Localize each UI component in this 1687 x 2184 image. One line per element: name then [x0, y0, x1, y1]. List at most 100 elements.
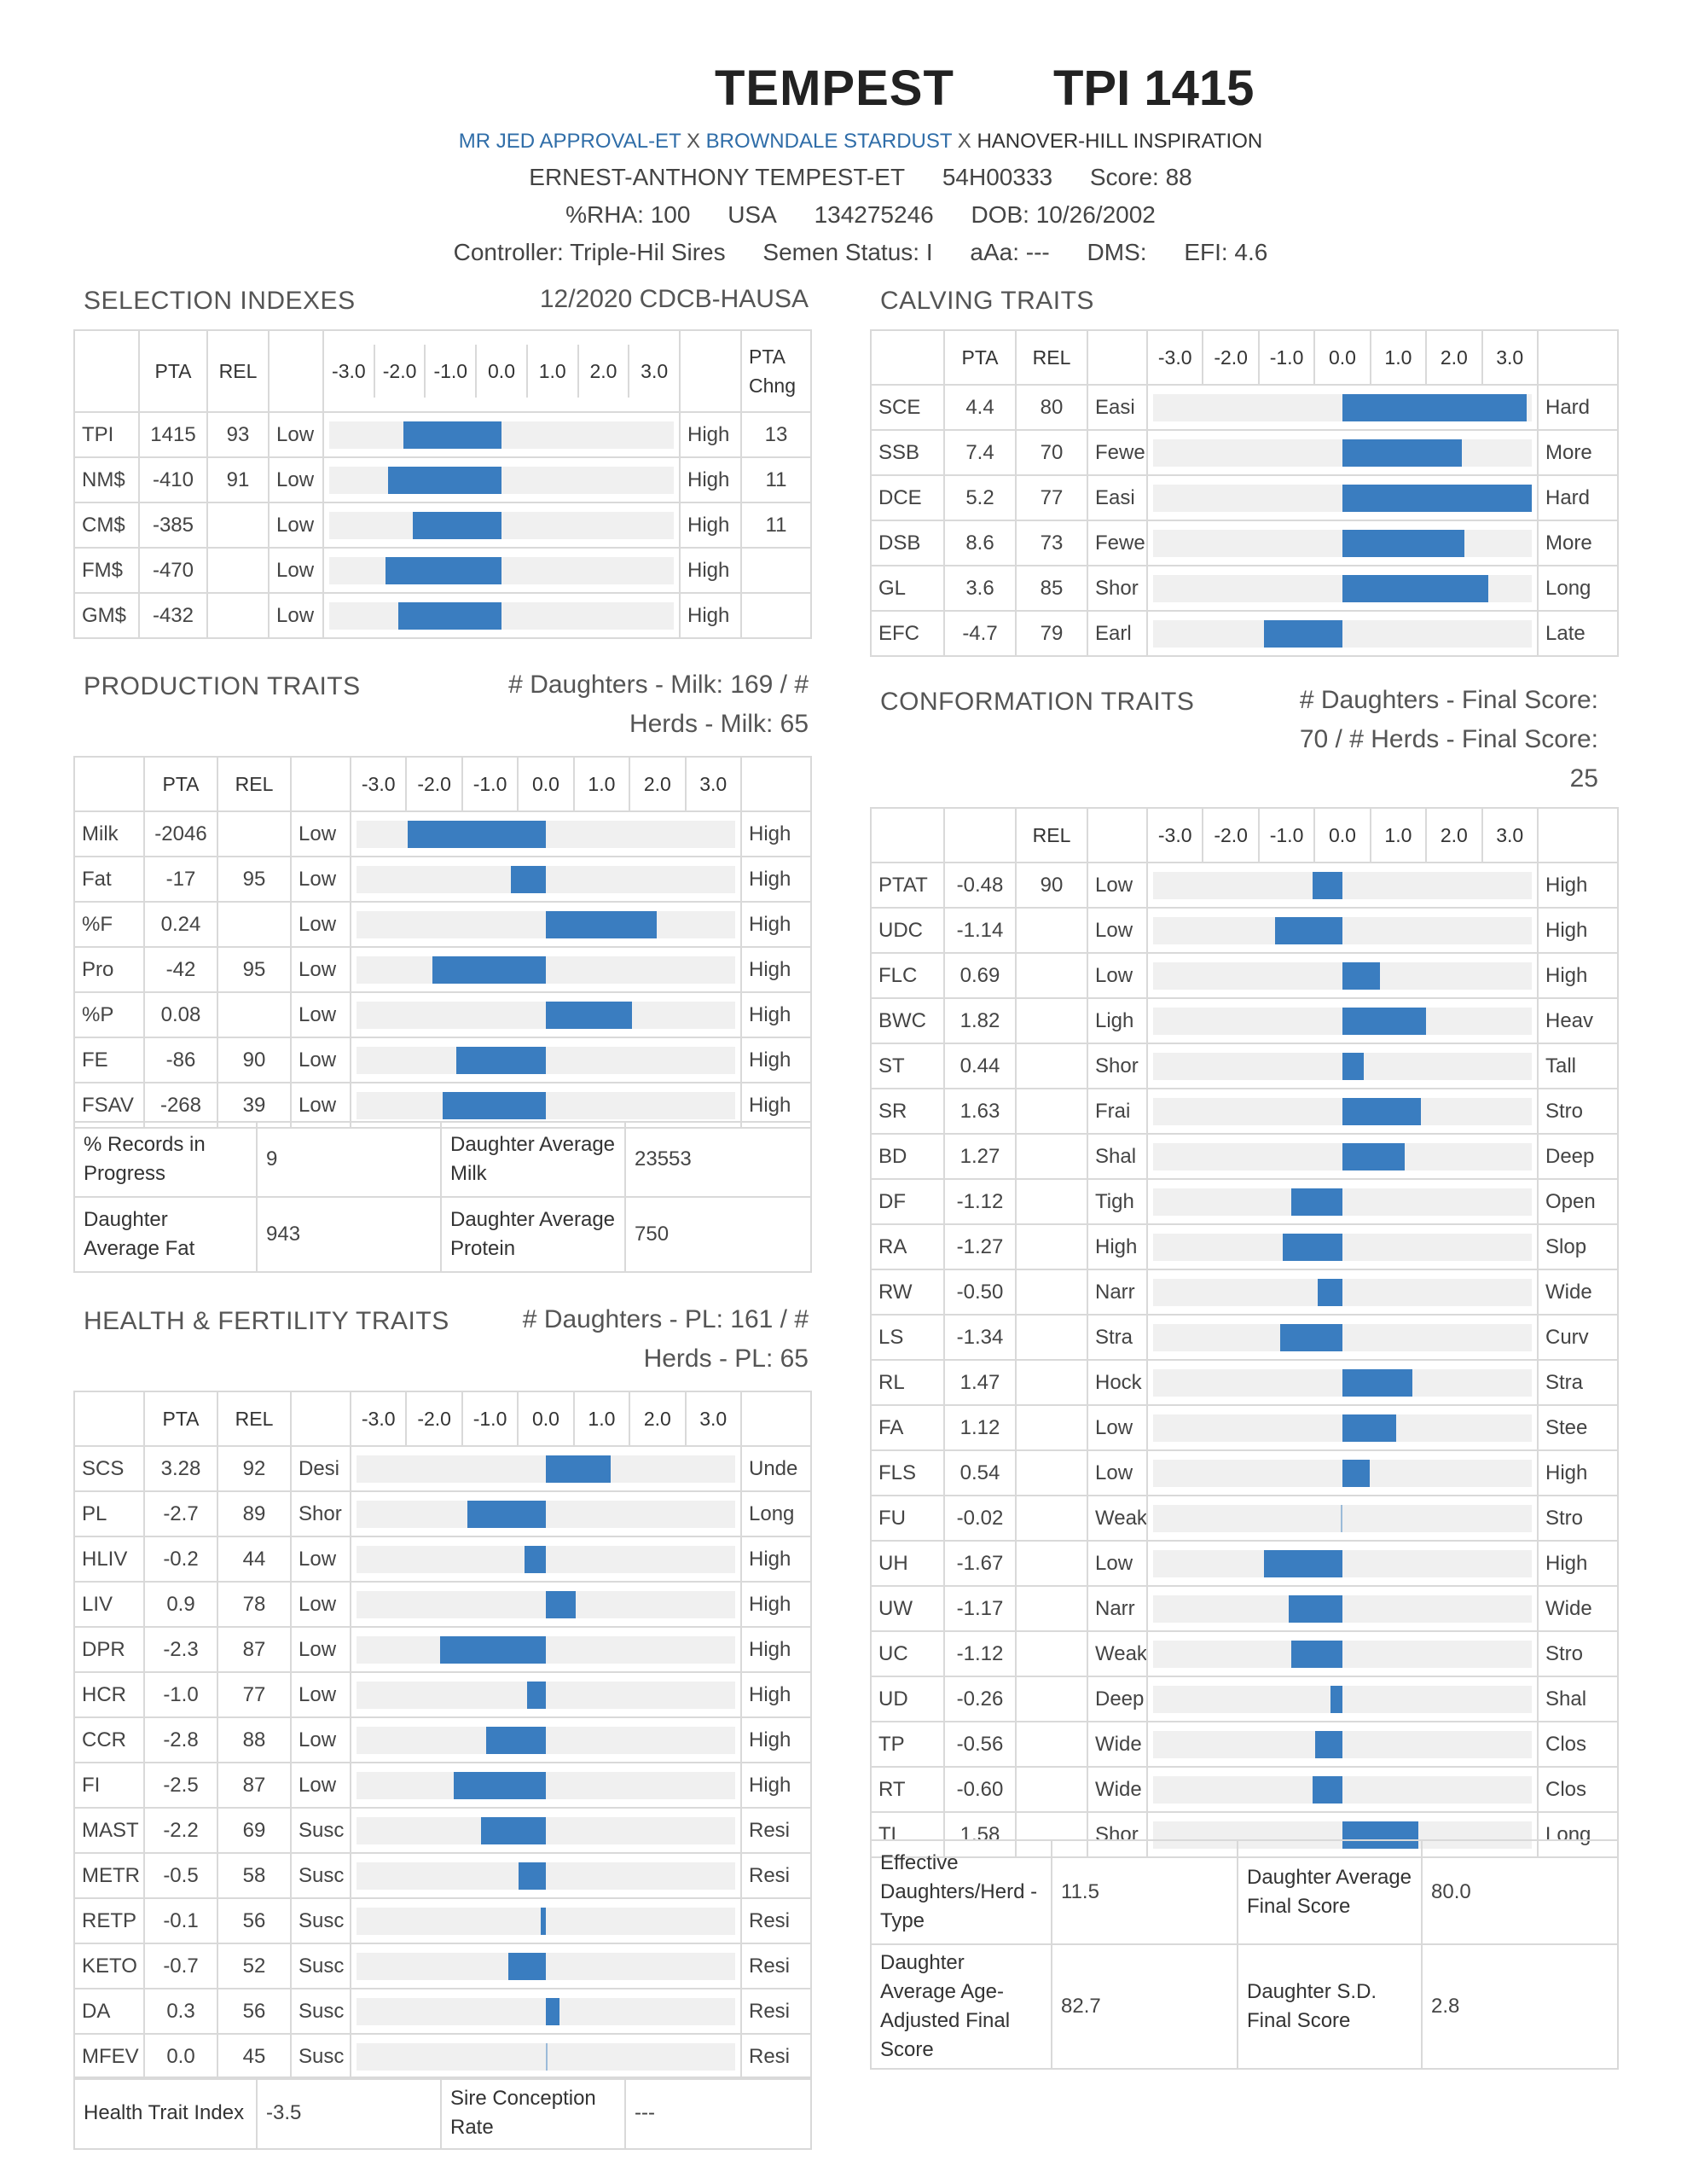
axis-tick: 2.0: [577, 345, 629, 398]
production-herds: Herds - Milk: 65: [629, 710, 809, 738]
bar-track: [329, 601, 674, 630]
trait-low-label: Low: [290, 1037, 351, 1083]
trait-bar-cell: [350, 1807, 742, 1854]
trait-bar-cell: [350, 1671, 742, 1718]
trait-bar-cell: [350, 810, 742, 857]
col-pta: PTA: [138, 329, 208, 413]
trait-pta-chng: [740, 592, 812, 639]
trait-rel: 73: [1015, 520, 1088, 566]
trait-pta: -2.7: [143, 1490, 218, 1537]
trait-row: SCE 4.4 80 Easi Hard: [870, 384, 1619, 431]
bar-track: [1153, 1414, 1532, 1442]
country: USA: [728, 201, 777, 228]
trait-row: GL 3.6 85 Shor Long: [870, 565, 1619, 612]
trait-rel: 85: [1015, 565, 1088, 612]
axis-tick: -2.0: [1202, 332, 1257, 383]
trait-pta: -0.50: [943, 1269, 1017, 1316]
bar-track: [357, 1816, 735, 1844]
trait-high-label: Resi: [740, 1943, 812, 1989]
bar-track: [1153, 1459, 1532, 1487]
trait-name: LS: [870, 1314, 945, 1361]
trait-row: HLIV -0.2 44 Low High: [73, 1536, 812, 1583]
trait-row: UW -1.17 Narr Wide: [870, 1585, 1619, 1632]
trait-pta: 0.9: [143, 1581, 218, 1628]
col-pta-chng: PTA Chng: [740, 329, 812, 413]
trait-low-label: Fewe: [1087, 520, 1148, 566]
bar-track: [357, 2042, 735, 2071]
selection-table: PTA REL -3.0 -2.0 -1.0 0.0 1.0 2.0 3.0 PTA Chn…: [73, 329, 812, 639]
report-header: TEMPEST TPI 1415: [0, 60, 1687, 128]
trait-row: RW -0.50 Narr Wide: [870, 1269, 1619, 1316]
trait-low-label: Desi: [290, 1445, 351, 1492]
bar-track: [1153, 1052, 1532, 1080]
trait-pta: -42: [143, 946, 218, 993]
trait-row: EFC -4.7 79 Earl Late: [870, 610, 1619, 657]
trait-high-label: Unde: [740, 1445, 812, 1492]
trait-pta: -0.02: [943, 1495, 1017, 1542]
trait-bar: [507, 1952, 546, 1980]
trait-low-label: Weak: [1087, 1630, 1148, 1677]
trait-pta-chng: 11: [740, 456, 812, 503]
trait-high-label: High: [740, 1626, 812, 1673]
summary-label: Effective Daughters/Herd - Type: [870, 1839, 1052, 1945]
trait-row: FLC 0.69 Low High: [870, 952, 1619, 999]
summary-label: Health Trait Index: [73, 2077, 258, 2150]
trait-bar-cell: [1146, 997, 1539, 1044]
axis-tick: -2.0: [405, 758, 461, 810]
full-name: ERNEST-ANTHONY TEMPEST-ET: [529, 164, 906, 190]
trait-bar-cell: [1146, 952, 1539, 999]
trait-bar: [386, 556, 501, 584]
trait-bar: [546, 1001, 633, 1029]
trait-bar: [1342, 1368, 1413, 1397]
trait-pta: -0.2: [143, 1536, 218, 1583]
trait-low-label: Susc: [290, 2033, 351, 2080]
trait-bar: [1264, 1549, 1342, 1577]
trait-low-label: Low: [290, 1536, 351, 1583]
sire-link[interactable]: MR JED APPROVAL-ET: [458, 130, 681, 153]
trait-bar-cell: [350, 1762, 742, 1809]
trait-bar: [1288, 1594, 1342, 1623]
axis-tick: 1.0: [1369, 810, 1425, 861]
trait-row: PTAT -0.48 90 Low High: [870, 862, 1619, 909]
trait-pta: -0.1: [143, 1897, 218, 1944]
trait-pta: 0.69: [943, 952, 1017, 999]
trait-name: FE: [73, 1037, 145, 1083]
axis-tick: -2.0: [1202, 810, 1257, 861]
axis-tick: 0.0: [1313, 332, 1369, 383]
trait-low-label: Low: [290, 1716, 351, 1763]
trait-bar-cell: [1146, 1088, 1539, 1135]
axis-tick: -1.0: [461, 1393, 517, 1444]
trait-rel: [1015, 1495, 1088, 1542]
mgs-link[interactable]: BROWNDALE STARDUST: [705, 130, 953, 153]
trait-high-label: Stra: [1537, 1359, 1619, 1406]
trait-rel: [1015, 1269, 1088, 1316]
trait-pta: -385: [138, 502, 208, 549]
trait-low-label: Fewe: [1087, 429, 1148, 476]
trait-bar-cell: [322, 547, 681, 594]
trait-high-label: High: [1537, 907, 1619, 954]
trait-high-label: More: [1537, 429, 1619, 476]
trait-high-label: High: [740, 856, 812, 903]
trait-high-label: Long: [740, 1490, 812, 1537]
bar-track: [1153, 619, 1532, 648]
trait-bar-cell: [350, 2033, 742, 2080]
trait-bar-cell: [1146, 1721, 1539, 1768]
col-rel: REL: [217, 1391, 292, 1447]
trait-rel: 92: [217, 1445, 292, 1492]
trait-low-label: Low: [1087, 952, 1148, 999]
summary-label: Daughter S.D. Final Score: [1237, 1943, 1423, 2070]
trait-bar: [524, 1545, 546, 1573]
trait-bar: [1283, 1233, 1342, 1261]
aaa: aAa: ---: [970, 239, 1050, 265]
trait-bar: [440, 1635, 546, 1664]
trait-name: FU: [870, 1495, 945, 1542]
trait-bar: [432, 956, 546, 984]
trait-low-label: Susc: [290, 1852, 351, 1899]
trait-name: FLS: [870, 1449, 945, 1496]
trait-rel: 87: [217, 1626, 292, 1673]
info-line-3: Controller: Triple-Hil Sires Semen Statu…: [0, 239, 1687, 266]
trait-name: RT: [870, 1766, 945, 1813]
col-rel: REL: [206, 329, 270, 413]
trait-low-label: Low: [1087, 1449, 1148, 1496]
trait-row: DPR -2.3 87 Low High: [73, 1626, 812, 1673]
